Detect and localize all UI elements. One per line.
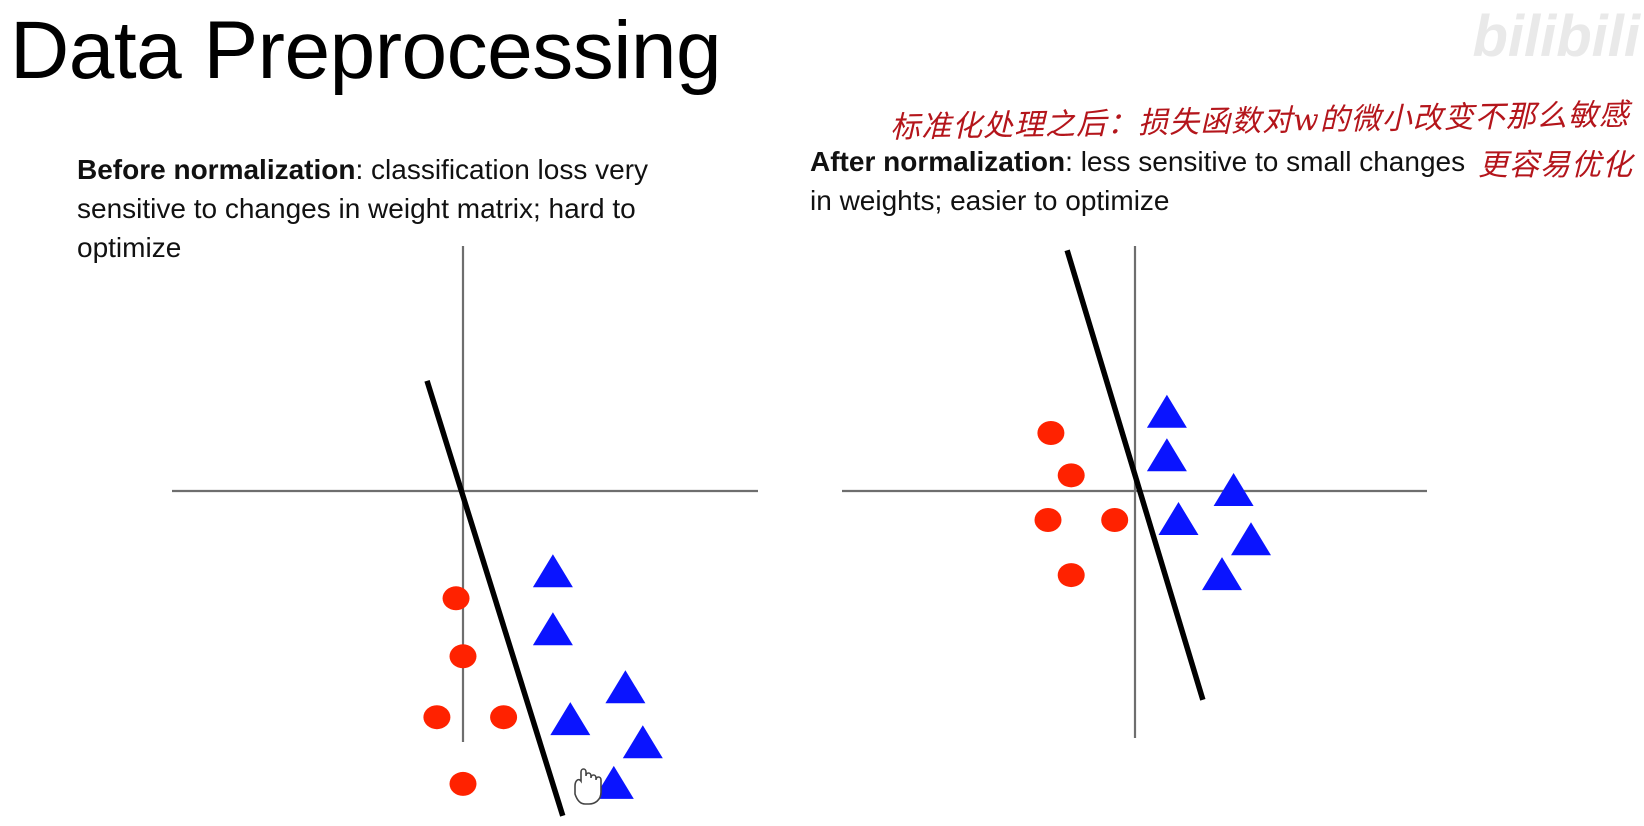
slide-title: Data Preprocessing (10, 5, 722, 96)
decision-boundary-line (1064, 249, 1206, 701)
blue-triangle-point (1146, 394, 1187, 428)
caption-before-bold: Before normalization (77, 154, 356, 185)
red-circle-point (1101, 508, 1129, 532)
red-circle-point (1037, 421, 1065, 445)
blue-triangle-point (1202, 557, 1242, 591)
caption-after-normalization: After normalization: less sensitive to s… (810, 142, 1490, 220)
blue-triangle-point (1213, 473, 1254, 506)
blue-triangle-point (1158, 502, 1199, 535)
panel-after-normalization (842, 246, 1427, 738)
red-circle-point (449, 771, 477, 796)
blue-triangle-point (550, 702, 591, 736)
red-circle-point (490, 705, 518, 730)
decision-boundary-line (424, 379, 566, 817)
red-circle-point (423, 705, 451, 730)
blue-triangle-point (1231, 522, 1271, 556)
panel-before-normalization (172, 246, 758, 817)
red-circle-point (449, 644, 477, 669)
handwritten-note-line2: 更容易优化 (1478, 148, 1633, 183)
red-circle-point (1057, 563, 1085, 588)
red-circle-point (1057, 463, 1085, 488)
red-circle-point (1034, 508, 1062, 532)
caption-after-text: : less sensitive to small changes in wei… (810, 146, 1466, 216)
bilibili-watermark-logo: bilibili (1472, 4, 1640, 69)
caption-before-text: : classification loss very sensitive to … (77, 154, 649, 263)
caption-after-bold: After normalization (810, 146, 1066, 177)
blue-triangle-point (1146, 438, 1187, 472)
blue-triangle-point (593, 765, 634, 799)
red-circle-point (442, 586, 470, 611)
caption-before-normalization: Before normalization: classification los… (77, 150, 717, 267)
hand-cursor-icon (574, 768, 602, 805)
blue-triangle-point (532, 554, 573, 588)
blue-triangle-point (605, 670, 646, 704)
blue-triangle-point (622, 725, 663, 759)
blue-triangle-point (532, 612, 573, 646)
